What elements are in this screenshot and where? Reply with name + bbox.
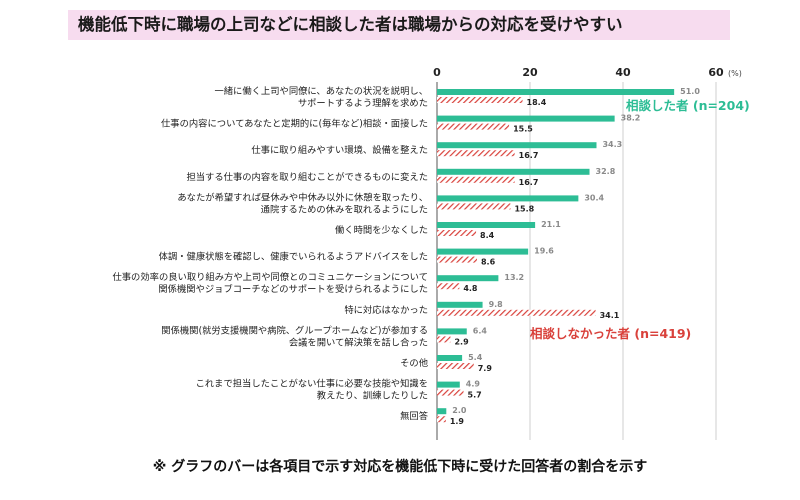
bar-consulted (437, 168, 590, 175)
category-label: 関係機関やジョブコーチなどのサポートを受けられるようにした (158, 283, 428, 295)
data-label-not-consulted: 8.4 (480, 231, 495, 240)
category-label: 仕事に取り組みやすい環境、設備を整えた (251, 144, 428, 156)
data-label-consulted: 6.4 (473, 326, 488, 335)
bar-consulted (437, 89, 675, 95)
data-label-not-consulted: 1.9 (450, 417, 465, 426)
bar-not-consulted (437, 363, 474, 369)
bar-not-consulted (437, 283, 460, 290)
bar-consulted (437, 275, 499, 282)
data-label-not-consulted: 4.8 (463, 284, 478, 293)
data-label-consulted: 13.2 (504, 273, 524, 282)
category-label: その他 (400, 357, 428, 369)
data-label-consulted: 51.0 (680, 87, 700, 96)
data-label-not-consulted: 8.6 (481, 258, 496, 267)
bar-consulted (437, 301, 483, 308)
bar-consulted (437, 355, 463, 361)
bar-consulted (437, 222, 536, 228)
category-label: 仕事の効率の良い取り組み方や上司や同僚とのコミュニケーションについて (112, 271, 428, 283)
data-label-not-consulted: 7.9 (478, 364, 493, 373)
data-label-consulted: 2.0 (452, 406, 467, 415)
data-label-consulted: 32.8 (596, 167, 616, 176)
bar-consulted (437, 195, 579, 202)
bar-not-consulted (437, 176, 515, 183)
data-label-not-consulted: 16.7 (519, 178, 539, 187)
data-label-consulted: 5.4 (468, 353, 483, 362)
x-unit-label: (%) (728, 69, 742, 78)
category-label: 働く時間を少なくした (335, 224, 428, 236)
data-label-not-consulted: 34.1 (600, 311, 620, 320)
bar-consulted (437, 408, 447, 415)
series-label-not-consulted: 相談しなかった者 (n=419) (530, 326, 691, 341)
bar-not-consulted (437, 309, 596, 316)
footnote: ※ グラフのバーは各項目で示す対応を機能低下時に受けた回答者の割合を示す (152, 459, 648, 475)
category-label: 会議を開いて解決策を話し合った (289, 336, 428, 348)
chart-title: 機能低下時に職場の上司などに相談した者は職場からの対応を受けやすい (68, 10, 730, 40)
data-label-consulted: 19.6 (534, 247, 554, 256)
data-label-consulted: 9.8 (489, 300, 504, 309)
data-label-not-consulted: 18.4 (527, 98, 547, 107)
data-label-consulted: 4.9 (466, 380, 481, 389)
bar-not-consulted (437, 336, 451, 343)
x-tick-label: 40 (615, 66, 631, 79)
data-label-not-consulted: 15.8 (514, 204, 534, 213)
bar-not-consulted (437, 416, 446, 423)
data-label-not-consulted: 5.7 (468, 391, 482, 400)
data-label-consulted: 34.3 (602, 140, 622, 149)
bar-consulted (437, 381, 460, 388)
bar-not-consulted (437, 97, 523, 103)
category-label: 一緒に働く上司や同僚に、あなたの状況を説明し、 (214, 85, 428, 97)
bar-consulted (437, 248, 529, 255)
x-tick-label: 0 (433, 66, 441, 79)
category-label: これまで担当したことがない仕事に必要な技能や知識を (196, 378, 428, 390)
bar-not-consulted (437, 123, 510, 130)
data-label-consulted: 21.1 (541, 220, 561, 229)
x-tick-label: 20 (522, 66, 538, 79)
x-tick-label: 60 (708, 66, 724, 79)
category-label: 特に対応はなかった (344, 304, 428, 316)
data-label-consulted: 30.4 (584, 193, 604, 202)
category-label: 無回答 (400, 410, 429, 422)
category-label: サポートするよう理解を求めた (298, 97, 428, 109)
category-label: 担当する仕事の内容を取り組むことができるものに変えた (186, 171, 428, 183)
series-label-consulted: 相談した者 (n=204) (626, 98, 750, 113)
data-label-not-consulted: 15.5 (513, 125, 533, 134)
bar-not-consulted (437, 256, 477, 263)
data-label-consulted: 38.2 (621, 114, 641, 123)
category-label: 教えたり、訓練したりした (317, 390, 428, 402)
data-label-not-consulted: 16.7 (519, 151, 539, 160)
bar-not-consulted (437, 203, 511, 210)
bar-consulted (437, 328, 467, 335)
bar-not-consulted (437, 150, 515, 157)
category-label: 仕事の内容についてあなたと定期的に(毎年など)相談・面接した (161, 118, 428, 130)
bar-consulted (437, 142, 597, 149)
category-label: 関係機関(就労支援機関や病院、グループホームなど)が参加する (161, 324, 428, 336)
category-label: 通院するための休みを取れるようにした (261, 203, 428, 215)
category-label: あなたが希望すれば昼休みや中休み以外に休憩を取ったり、 (177, 191, 428, 203)
data-label-not-consulted: 2.9 (454, 337, 469, 346)
category-label: 体調・健康状態を確認し、健康でいられるようアドバイスをした (159, 251, 428, 263)
bar-consulted (437, 115, 615, 122)
bar-not-consulted (437, 230, 477, 236)
bar-not-consulted (437, 389, 464, 396)
